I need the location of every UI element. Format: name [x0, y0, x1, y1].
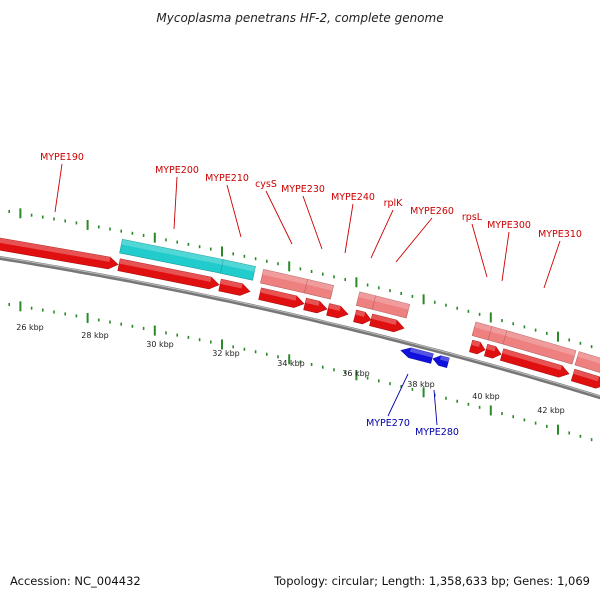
rrna-block: [220, 259, 256, 281]
label-leader: [226, 184, 242, 238]
forward-cds-arrow: [570, 368, 600, 389]
kbp-scale-labels: 26 kbp 28 kbp 30 kbp 32 kbp 34 kbp 36 kbp 38 k…: [16, 323, 565, 415]
forward-cds-arrow: [258, 287, 305, 308]
label-leader: [433, 389, 438, 426]
kbp-tick-label: 34 kbp: [277, 359, 305, 368]
label-leader: [543, 240, 561, 289]
genome-backbone: [0, 255, 600, 400]
forward-cds-arrow: [369, 313, 405, 333]
kbp-tick-label: 40 kbp: [472, 392, 500, 401]
kbp-tick-label: 28 kbp: [81, 331, 109, 340]
gene-label-forward: rpsL: [462, 212, 483, 223]
gene-label-forward: cysS: [255, 179, 277, 190]
gene-label-forward: MYPE230: [281, 184, 325, 195]
gene-region-block: [371, 295, 411, 319]
reverse-cds-arrow: [400, 347, 434, 364]
gene-label-forward: MYPE240: [331, 192, 375, 203]
gene-label-forward: rplK: [384, 198, 404, 209]
gene-region-block: [502, 330, 577, 365]
gene-label-forward: MYPE300: [487, 220, 531, 231]
label-leader: [265, 190, 293, 245]
forward-cds-arrow: [353, 309, 372, 325]
label-leader: [344, 203, 354, 254]
label-leader: [395, 217, 433, 263]
inner-tick-ring: [8, 301, 593, 442]
label-leader: [173, 176, 178, 230]
forward-cds-arrow: [303, 297, 328, 314]
gene-label-reverse: MYPE270: [366, 418, 410, 429]
label-leader: [54, 163, 63, 213]
kbp-tick-label: 38 kbp: [407, 380, 435, 389]
gene-labels: MYPE190 MYPE200 MYPE210 cysS MYPE230 MYPE240 r…: [40, 152, 582, 438]
backbone-line: [0, 255, 600, 400]
genome-summary-text: Topology: circular; Length: 1,358,633 bp…: [273, 574, 590, 588]
backbone-highlight: [0, 256, 600, 397]
label-leader: [471, 223, 488, 278]
label-leader: [387, 373, 409, 417]
upper-feature-lane: [119, 238, 600, 374]
kbp-tick-label: 36 kbp: [342, 369, 370, 378]
forward-cds-lane: [0, 236, 600, 389]
forward-cds-arrow: [326, 303, 349, 319]
accession-text: Accession: NC_004432: [10, 574, 141, 588]
feature-track: [0, 236, 600, 400]
gene-label-forward: MYPE190: [40, 152, 84, 163]
gene-label-forward: MYPE200: [155, 165, 199, 176]
outer-tick-ring: [8, 208, 593, 349]
label-leader: [501, 231, 510, 282]
gene-label-forward: MYPE210: [205, 173, 249, 184]
forward-cds-arrow: [218, 278, 251, 296]
reverse-cds-arrow: [432, 355, 450, 368]
gene-region-block: [487, 326, 508, 345]
label-leader-lines: [54, 163, 561, 426]
gene-region-block: [304, 279, 334, 300]
label-leader: [370, 209, 394, 259]
kbp-tick-label: 30 kbp: [146, 340, 174, 349]
forward-cds-arrow: [0, 236, 119, 270]
forward-cds-arrow: [484, 343, 502, 359]
kbp-tick-label: 26 kbp: [16, 323, 44, 332]
kbp-tick-label: 32 kbp: [212, 349, 240, 358]
label-leader: [302, 195, 323, 250]
gene-label-reverse: MYPE280: [415, 427, 459, 438]
forward-cds-arrow: [469, 339, 486, 355]
forward-cds-arrow: [499, 348, 570, 378]
gene-label-forward: MYPE260: [410, 206, 454, 217]
reverse-cds-lane: [400, 347, 450, 368]
forward-cds-arrow: [117, 258, 220, 290]
gene-label-forward: MYPE310: [538, 229, 582, 240]
gene-region-block: [574, 351, 600, 374]
map-title: Mycoplasma penetrans HF-2, complete geno…: [156, 11, 443, 25]
gene-region-block: [471, 321, 493, 341]
kbp-tick-label: 42 kbp: [537, 406, 565, 415]
